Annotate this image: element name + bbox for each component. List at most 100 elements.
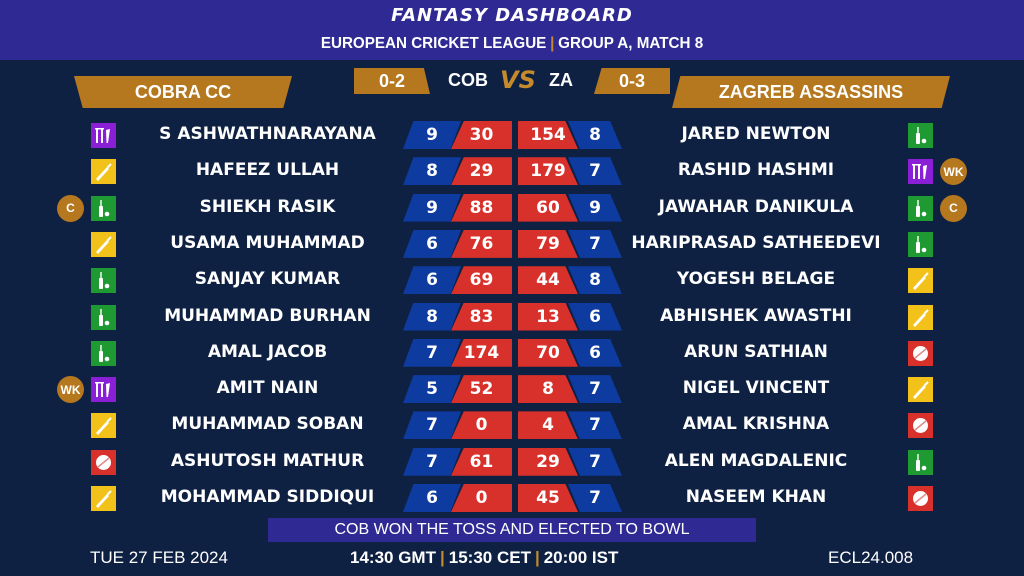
right-player-stat-b: 179 [518,157,578,186]
right-player-name: JARED NEWTON [681,124,831,144]
right-player-name: NASEEM KHAN [685,487,827,507]
right-player-stat-b: 45 [518,484,578,512]
badge-c: C [940,194,967,222]
left-player-name: USAMA MUHAMMAD [170,232,365,253]
right-player-stat-b: 79 [518,229,578,258]
left-player-stat-a: 7 [403,447,461,476]
team-right-name: ZAGREB ASSASSINS [672,76,950,108]
match-times: 14:30 GMT | 15:30 CET | 20:00 IST [350,548,619,567]
left-player-stat-b: 0 [451,411,512,440]
left-player-name: AMIT NAIN [216,378,319,399]
team-right-record: 0-3 [594,68,670,94]
right-player-name: HARIPRASAD SATHEEDEVI [631,232,881,253]
left-player-stat-a: 5 [403,375,461,404]
player-row: HAFEEZ ULLAH 8 29 179 7 RASHID HASHMI WK [0,157,1024,186]
player-row: MOHAMMAD SIDDIQUI 6 0 45 7 NASEEM KHAN [0,484,1024,512]
team-left-record: 0-2 [354,68,430,94]
team-left-name: COBRA CC [74,76,292,108]
bowler-icon [908,486,933,511]
left-player-stat-b: 29 [451,157,512,186]
player-row: ASHUTOSH MATHUR 7 61 29 7 ALEN MAGDALENIC [0,447,1024,476]
bowler-icon [91,449,116,475]
vs-logo: VS [500,66,536,94]
all-rounder-icon [908,231,933,257]
left-player-stat-a: 6 [403,266,461,295]
right-player-stat-b: 70 [518,338,578,367]
time-gmt: 14:30 GMT [350,548,436,567]
right-player-name: NIGEL VINCENT [682,378,830,399]
left-player-stat-a: 8 [403,157,461,186]
wicket-keeper-icon [91,377,116,403]
header-bar: FANTASY DASHBOARD EUROPEAN CRICKET LEAGU… [0,0,1024,60]
match-date: TUE 27 FEB 2024 [90,548,228,567]
right-player-stat-b: 154 [518,121,578,149]
batsman-icon [91,486,116,511]
right-player-stat-b: 44 [518,266,578,295]
left-player-stat-a: 9 [403,121,461,149]
left-player-name: SANJAY KUMAR [194,269,341,290]
right-player-stat-b: 13 [518,302,578,331]
right-player-stat-b: 4 [518,411,578,440]
all-rounder-icon [91,340,116,366]
left-player-name: MUHAMMAD SOBAN [171,414,364,435]
right-player-stat-b: 60 [518,193,578,222]
left-player-stat-b: 52 [451,375,512,404]
time-ist: 20:00 IST [543,548,619,567]
team-right-abbr: ZA [549,70,573,90]
batsman-icon [908,304,933,330]
batsman-icon [91,231,116,257]
player-row: SANJAY KUMAR 6 69 44 8 YOGESH BELAGE [0,266,1024,295]
bowler-icon [908,413,933,439]
batsman-icon [908,377,933,403]
time-cet: 15:30 CET [448,548,531,567]
batsman-icon [908,268,933,294]
right-player-name: ABHISHEK AWASTHI [660,305,852,326]
right-player-stat-b: 29 [518,447,578,476]
bowler-icon [908,340,933,366]
right-player-name: RASHID HASHMI [677,160,835,181]
dashboard-title: FANTASY DASHBOARD [391,5,633,26]
left-player-name: AMAL JACOB [207,341,328,362]
match-code: ECL24.008 [828,548,914,567]
all-rounder-icon [908,195,933,221]
left-player-name: MUHAMMAD BURHAN [164,305,371,326]
left-player-stat-a: 8 [403,302,461,331]
left-player-stat-b: 76 [451,229,512,258]
left-player-stat-a: 6 [403,229,461,258]
left-player-stat-a: 7 [403,411,461,440]
all-rounder-icon [91,195,116,221]
left-player-stat-b: 88 [451,193,512,222]
toss-banner: COB WON THE TOSS AND ELECTED TO BOWL [268,518,756,542]
left-player-stat-a: 6 [403,484,461,512]
batsman-icon [91,413,116,439]
team-left-abbr: COB [448,70,488,90]
left-player-stat-b: 69 [451,266,512,295]
all-rounder-icon [91,268,116,294]
left-player-name: MOHAMMAD SIDDIQUI [160,487,375,507]
left-player-name: S ASHWATHNARAYANA [159,124,376,144]
left-player-stat-a: 9 [403,193,461,222]
player-row: MUHAMMAD SOBAN 7 0 4 7 AMAL KRISHNA [0,411,1024,440]
left-player-stat-b: 174 [451,338,512,367]
player-row: WK AMIT NAIN 5 52 8 7 NIGEL VINCENT [0,375,1024,404]
player-row: MUHAMMAD BURHAN 8 83 13 6 ABHISHEK AWASTHI [0,302,1024,331]
right-player-name: ARUN SATHIAN [684,341,828,362]
left-player-stat-b: 61 [451,447,512,476]
badge-c: C [57,194,84,222]
right-player-name: YOGESH BELAGE [676,269,836,290]
left-player-stat-b: 0 [451,484,512,512]
player-row: AMAL JACOB 7 174 70 6 ARUN SATHIAN [0,338,1024,367]
badge-wk: WK [940,158,967,186]
left-player-stat-a: 7 [403,338,461,367]
right-player-name: AMAL KRISHNA [682,414,830,435]
left-player-name: SHIEKH RASIK [199,196,336,217]
left-player-name: ASHUTOSH MATHUR [170,450,365,471]
league-name: EUROPEAN CRICKET LEAGUE [320,35,547,52]
player-row: USAMA MUHAMMAD 6 76 79 7 HARIPRASAD SATHEEDEV… [0,229,1024,258]
batsman-icon [91,159,116,185]
match-name: GROUP A, MATCH 8 [558,35,704,52]
left-player-stat-b: 83 [451,302,512,331]
player-row: S ASHWATHNARAYANA 9 30 154 8 JARED NEWTON [0,121,1024,149]
right-player-name: JAWAHAR DANIKULA [658,196,854,217]
right-player-name: ALEN MAGDALENIC [664,450,848,471]
